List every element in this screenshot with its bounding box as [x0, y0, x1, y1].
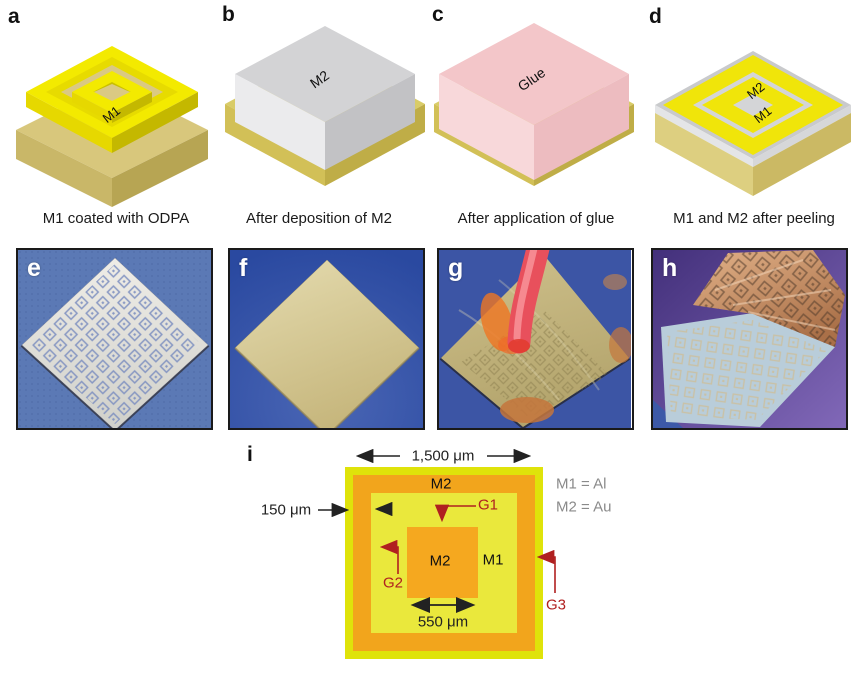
m1-inner-right — [112, 92, 152, 123]
legend-m1-material: M1 = Al — [556, 475, 607, 493]
film-edge-left — [655, 105, 753, 167]
illustration-b-m2-slab: M2 — [225, 26, 425, 186]
panel-letter-e: e — [27, 254, 41, 282]
panel-letter-b: b — [222, 3, 235, 26]
glue-stick-highlight — [513, 250, 538, 342]
photo-e-image — [18, 250, 211, 428]
illustration-a-m1-rings: M1 — [16, 46, 208, 207]
glue-smear-line — [498, 279, 600, 391]
m2-slab-right — [325, 74, 415, 170]
caption-d: M1 and M2 after peeling — [673, 210, 835, 227]
panel-letter-h: h — [662, 254, 678, 282]
wafer-edge — [234, 347, 420, 428]
m1-outer-right — [112, 92, 198, 153]
m2-slab-left — [235, 74, 325, 170]
photo-e-patterned-wafer: e — [16, 248, 213, 430]
photo-g-glue-application: g — [437, 248, 634, 430]
dimension-width: 1,500 μm — [411, 447, 475, 465]
wafer-pattern — [28, 264, 202, 424]
glue-blob — [603, 274, 627, 290]
panel-letter-i: i — [247, 443, 253, 466]
m1-hole — [94, 84, 130, 101]
dimension-center: 550 μm — [417, 613, 469, 631]
wafer-pattern — [461, 310, 609, 418]
micrograph-m2-center-square — [407, 527, 478, 598]
caption-a: M1 coated with ODPA — [42, 210, 190, 227]
caption-b: After deposition of M2 — [246, 210, 392, 227]
dimension-ring: 150 μm — [260, 501, 312, 519]
photo-h-image — [653, 250, 846, 428]
photo-h-peeling-film: h — [651, 248, 848, 430]
wafer — [234, 259, 420, 428]
glue-stick-tip — [508, 339, 530, 353]
glue-blob — [609, 327, 631, 363]
illustration-d-peeled-film: M2 M1 — [655, 51, 851, 196]
legend-m2-material: M2 = Au — [556, 498, 612, 516]
substrate-right — [112, 130, 208, 207]
glue-slab-left — [439, 74, 534, 180]
panel-letter-f: f — [239, 254, 248, 282]
substrate-left — [16, 130, 112, 207]
m1-inner-left — [72, 92, 112, 123]
micrograph-label-m2-center: M2 — [429, 552, 451, 570]
glue-slab-right — [534, 74, 629, 180]
wafer-pattern — [667, 320, 827, 420]
m2-center-square — [733, 94, 773, 116]
gap-label-g1: G1 — [477, 496, 499, 514]
foil-fold-highlights — [714, 259, 836, 331]
caption-c: After application of glue — [457, 210, 615, 227]
gap-label-g3: G3 — [545, 596, 567, 614]
glue-blob — [500, 397, 554, 423]
photo-g-image — [439, 250, 631, 428]
photo-f-gold-wafer: f — [228, 248, 425, 430]
panel-letter-g: g — [448, 254, 464, 282]
gap-label-g2: G2 — [382, 574, 404, 592]
illustration-c-glue-slab: Glue — [434, 23, 634, 186]
substrate-right — [753, 113, 851, 196]
substrate-left — [655, 113, 753, 196]
film-edge-right — [753, 105, 851, 167]
photo-f-image — [230, 250, 423, 428]
glue-glow — [480, 292, 514, 352]
micrograph-label-m1: M1 — [482, 551, 504, 569]
panel-letter-c: c — [432, 3, 444, 26]
panel-letter-a: a — [8, 5, 20, 28]
micrograph-label-m2-ring: M2 — [430, 475, 452, 493]
panel-letter-d: d — [649, 5, 662, 28]
m1-outer-left — [26, 92, 112, 153]
